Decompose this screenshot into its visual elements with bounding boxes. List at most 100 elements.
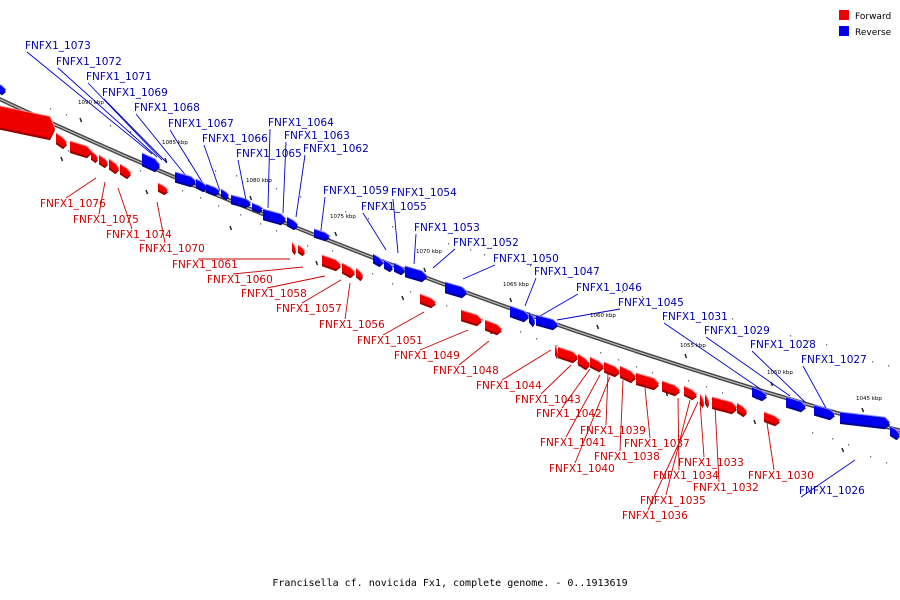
minor-tick-23 [618, 359, 620, 361]
minor-tick-7 [218, 205, 220, 207]
kbp-label-3: 1075 kbp [330, 214, 356, 220]
major-tick-19 [861, 407, 865, 413]
gene-arrows [0, 84, 900, 441]
reverse-leader-line-3 [103, 98, 168, 164]
minor-tick-59 [808, 340, 810, 342]
minor-tick-31 [812, 432, 814, 434]
minor-tick-56 [710, 312, 712, 314]
minor-tick-28 [722, 392, 724, 394]
reverse-leader-line-21 [705, 336, 791, 397]
forward-gene-label-14: FNFX1_1042 [536, 408, 602, 420]
reverse-gene-label-9: FNFX1_1063 [284, 130, 350, 142]
legend-reverse-label: Reverse [855, 28, 892, 38]
reverse-gene-arrow-17 [535, 314, 559, 331]
minor-tick-48 [448, 243, 450, 245]
major-tick-9 [423, 267, 427, 273]
genome-backbone [0, 97, 900, 433]
kbp-label-5: 1065 kbp [503, 282, 529, 288]
reverse-leader-line-14 [413, 233, 417, 265]
minor-tick-35 [886, 462, 888, 464]
reverse-gene-label-24: FNFX1_1026 [799, 485, 865, 497]
forward-gene-arrow-10 [321, 254, 342, 272]
major-tick-5 [249, 195, 253, 201]
reverse-gene-arrow-12 [393, 262, 406, 276]
forward-gene-label-4: FNFX1_1061 [172, 259, 238, 271]
minor-tick-58 [790, 335, 792, 337]
minor-tick-50 [484, 254, 486, 256]
forward-gene-label-15: FNFX1_1039 [580, 425, 646, 437]
minor-tick-60 [826, 344, 828, 346]
reverse-leader-line-6 [203, 144, 221, 192]
forward-leader-line-20 [677, 397, 680, 471]
minor-tick-11 [307, 245, 309, 247]
minor-tick-37 [66, 114, 68, 116]
minor-tick-33 [848, 444, 850, 446]
forward-gene-arrow-14 [460, 309, 483, 327]
minor-tick-22 [600, 352, 602, 354]
reverse-gene-arrow-15 [509, 305, 530, 323]
forward-gene-label-9: FNFX1_1051 [357, 335, 423, 347]
major-tick-3 [164, 157, 168, 163]
forward-gene-label-12: FNFX1_1044 [476, 380, 542, 392]
kbp-scale-labels: 1090 kbp 1085 kbp 1080 kbp 1075 kbp 1070 kbp… [78, 100, 882, 402]
reverse-gene-label-23: FNFX1_1027 [801, 354, 867, 366]
forward-leader-line-13 [540, 364, 572, 395]
reverse-leader-line-5 [169, 129, 205, 186]
reverse-leader-line-24 [800, 459, 856, 498]
minor-tick-52 [554, 272, 556, 274]
reverse-leader-line-15 [432, 248, 456, 269]
forward-gene-arrow-11 [341, 262, 356, 279]
minor-tick-49 [470, 249, 472, 251]
forward-gene-label-7: FNFX1_1057 [276, 303, 342, 315]
forward-gene-arrow-0 [0, 105, 56, 141]
forward-gene-arrow-20 [603, 361, 621, 378]
legend: Forward Reverse [839, 10, 892, 38]
forward-gene-label-5: FNFX1_1060 [207, 274, 273, 286]
reverse-gene-arrow-4 [220, 188, 230, 201]
forward-leader-line-18 [574, 376, 611, 464]
forward-gene-label-25: FNFX1_1030 [748, 470, 814, 482]
minor-tick-41 [215, 170, 217, 172]
minor-tick-19 [520, 331, 522, 333]
forward-gene-label-0: FNFX1_1076 [40, 198, 106, 210]
forward-leader-line-6 [266, 275, 326, 289]
minor-tick-53 [622, 291, 624, 293]
kbp-label-4: 1070 kbp [416, 249, 442, 255]
kbp-label-9: 1045 kbp [856, 396, 882, 402]
reverse-gene-label-0: FNFX1_1073 [25, 40, 91, 52]
forward-leader-line-1 [98, 181, 106, 215]
reverse-leader-line-19 [556, 308, 621, 321]
reverse-gene-label-2: FNFX1_1071 [86, 71, 152, 83]
minor-tick-45 [345, 211, 347, 213]
forward-gene-label-10: FNFX1_1049 [394, 350, 460, 362]
forward-leader-line-25 [766, 422, 775, 471]
legend-forward-swatch [839, 10, 849, 20]
forward-gene-arrow-3 [90, 150, 99, 164]
minor-tick-46 [368, 218, 370, 220]
major-tick-8 [401, 295, 405, 301]
minor-tick-51 [530, 265, 532, 267]
forward-gene-arrow-15 [484, 319, 503, 336]
forward-leader-line-5 [232, 266, 304, 275]
forward-gene-arrow-29 [763, 411, 781, 427]
forward-gene-arrow-9 [297, 244, 306, 257]
forward-gene-arrow-17 [557, 346, 579, 364]
forward-gene-arrow-24 [683, 385, 698, 401]
minor-tick-20 [536, 338, 538, 340]
legend-forward-label: Forward [855, 12, 891, 22]
minor-tick-3 [68, 150, 70, 152]
forward-gene-label-21: FNFX1_1033 [678, 457, 744, 469]
reverse-gene-arrow-2 [195, 178, 208, 193]
forward-gene-label-18: FNFX1_1040 [549, 463, 615, 475]
forward-leader-line-9 [382, 311, 425, 336]
forward-gene-arrow-25 [699, 393, 705, 409]
reverse-leader-line-7 [237, 159, 247, 201]
reverse-gene-label-11: FNFX1_1059 [323, 185, 389, 197]
reverse-gene-arrow-23 [0, 84, 7, 96]
forward-gene-arrow-28 [736, 402, 748, 418]
reverse-gene-arrow-3 [205, 183, 221, 197]
minor-tick-34 [870, 456, 872, 458]
minor-tick-4 [140, 170, 142, 172]
genome-caption: Francisella cf. novicida Fx1, complete g… [272, 578, 628, 589]
forward-gene-arrow-16 [554, 344, 559, 360]
